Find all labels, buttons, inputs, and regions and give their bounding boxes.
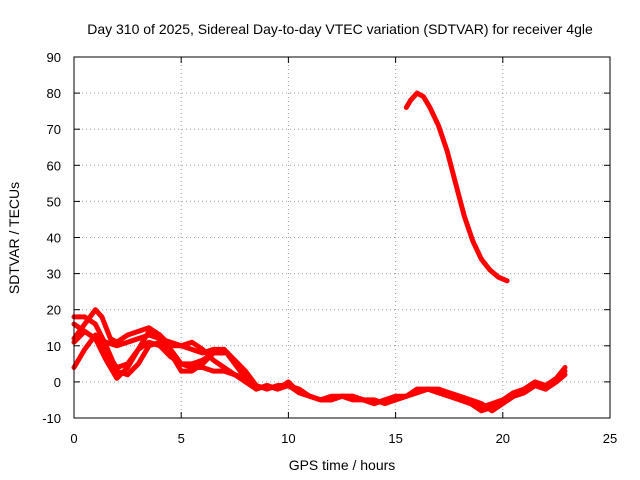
x-tick-label: 5 <box>178 431 185 446</box>
y-tick-labels: -10 0 10 20 30 40 50 60 70 80 90 <box>42 50 61 426</box>
tick-marks <box>73 56 611 419</box>
y-tick-label: 80 <box>47 86 61 101</box>
y-tick-label: 90 <box>47 50 61 65</box>
series-group <box>71 90 568 414</box>
y-tick-label: -10 <box>42 411 61 426</box>
y-tick-label: 50 <box>47 194 61 209</box>
y-tick-label: 30 <box>47 267 61 282</box>
y-axis-label: SDTVAR / TECUs <box>6 182 22 294</box>
y-tick-label: 70 <box>47 122 61 137</box>
y-tick-label: 0 <box>54 375 61 390</box>
grid <box>74 57 610 418</box>
x-tick-label: 20 <box>496 431 510 446</box>
x-tick-label: 25 <box>603 431 617 446</box>
series-line-track-a <box>71 307 568 410</box>
series-line-track-d <box>71 328 248 381</box>
y-tick-label: 10 <box>47 339 61 354</box>
x-tick-label: 10 <box>281 431 295 446</box>
y-tick-label: 40 <box>47 231 61 246</box>
y-tick-label: 60 <box>47 158 61 173</box>
x-tick-labels: 0 5 10 15 20 25 <box>70 431 617 446</box>
x-tick-label: 15 <box>388 431 402 446</box>
y-tick-label: 20 <box>47 303 61 318</box>
x-axis-label: GPS time / hours <box>289 457 396 473</box>
x-tick-label: 0 <box>70 431 77 446</box>
series-line-track-peak <box>403 90 510 284</box>
chart-title: Day 310 of 2025, Sidereal Day-to-day VTE… <box>87 21 593 37</box>
series-line-track-e <box>71 314 227 378</box>
